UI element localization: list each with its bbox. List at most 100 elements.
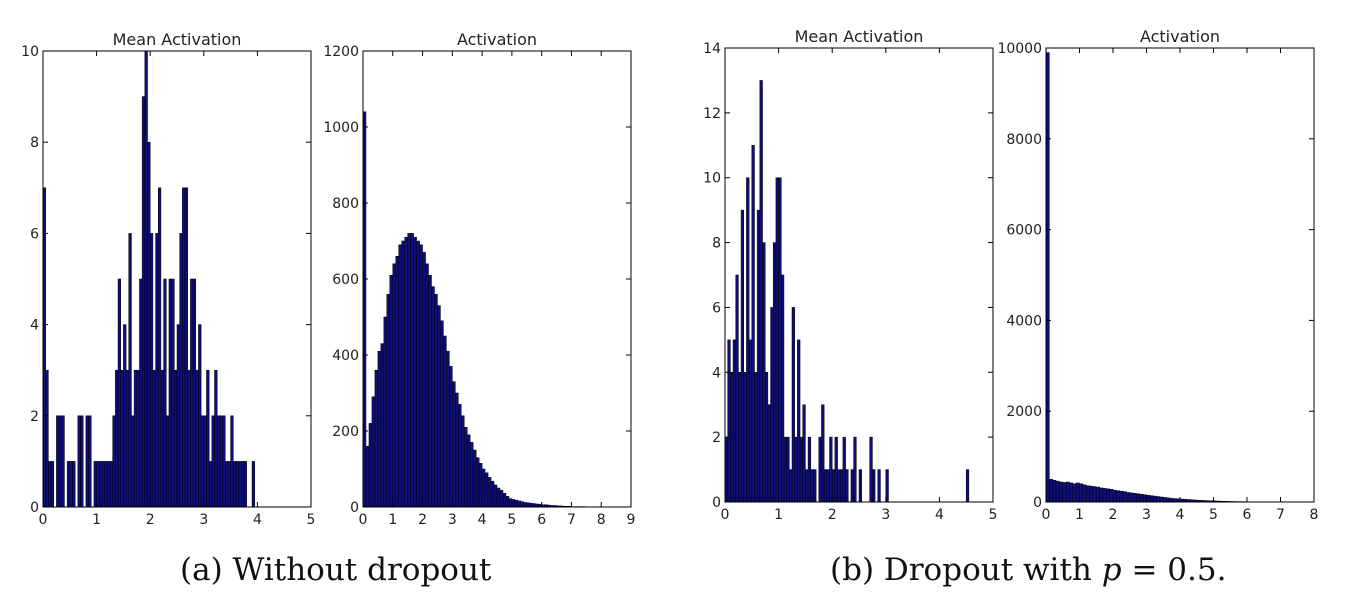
bar [99,461,103,508]
bar [238,461,242,508]
bar [1102,488,1107,503]
bar [842,436,846,503]
bar [751,145,755,503]
bar [233,461,237,508]
bar [115,369,119,508]
bar [837,469,841,503]
bar [120,369,124,508]
bar [520,501,525,508]
bar [187,369,191,508]
x-tick-label: 6 [537,512,546,528]
bar [797,339,801,503]
bar [802,404,806,503]
y-tick-label: 2000 [1006,404,1042,420]
bar [377,350,382,508]
bar [136,369,140,508]
bar [1055,480,1060,503]
bar [141,96,146,508]
bar [1065,481,1070,503]
bar [85,415,89,508]
y-tick-label: 4 [712,365,721,381]
bar [452,381,456,508]
bar [222,415,226,508]
chart-title: Mean Activation [113,30,242,49]
bar [179,233,183,508]
bar [139,278,143,508]
x-tick-label: 6 [1243,507,1252,523]
bar [224,461,229,508]
bar [443,335,447,508]
bar [821,404,825,503]
bar [182,187,186,508]
bar [1142,494,1147,503]
bar [748,339,753,503]
bar [440,320,444,508]
x-tick-label: 1 [388,512,397,528]
x-tick-label: 4 [935,507,944,523]
bar [481,468,486,508]
bar [389,274,394,508]
bar [241,461,245,508]
bar [850,469,854,503]
bar [123,324,127,508]
bar [730,372,734,503]
y-tick-label: 1200 [323,44,359,60]
bar [1146,494,1151,503]
x-tick-label: 2 [1109,507,1118,523]
bar [463,426,468,508]
x-tick-label: 9 [627,512,636,528]
bar [1169,498,1174,503]
y-tick-label: 2 [712,430,721,446]
bar [1109,489,1114,503]
x-tick-label: 8 [597,512,606,528]
x-tick-label: 7 [1276,507,1285,523]
x-tick-label: 4 [478,512,487,528]
bar [368,423,373,508]
bar [198,324,202,508]
bar [1132,493,1137,503]
bar [176,324,180,508]
bar [155,233,159,508]
axes-frame [42,50,312,508]
bar [845,469,849,503]
bar [1152,495,1157,503]
bar [810,469,814,503]
bar [786,436,790,503]
bar [877,469,881,503]
x-tick-label: 0 [39,512,48,528]
panel-a-activation: 0 1 2 3 4 5 6 7 8 9 0 200 400 600 800 1000 1200 Activatio… [323,30,635,528]
y-tick-label: 4 [30,318,39,334]
bar [69,461,73,508]
bar [490,480,495,508]
x-tick-label: 3 [881,507,890,523]
bar [484,472,489,508]
bar [56,415,60,508]
bar [829,436,833,503]
bar [192,278,197,508]
y-tick-label: 0 [30,500,39,516]
bar [383,316,388,508]
axes-frame [724,47,994,503]
bar [743,372,747,503]
bar [1079,483,1084,503]
bars [1045,52,1285,503]
bar [398,244,402,508]
bar [746,177,750,503]
bar [493,484,498,508]
bar [428,274,432,508]
bars [42,50,255,508]
y-tick-label: 2 [30,409,39,425]
bar [365,445,370,508]
bar [235,461,239,508]
bar [72,461,76,508]
bar [529,502,533,508]
bar [727,339,731,503]
bar [1045,52,1050,503]
x-tick-label: 8 [1310,507,1319,523]
x-tick-label: 5 [1209,507,1218,523]
bar [96,461,100,508]
bar [425,263,429,508]
bar [227,461,231,508]
bar [1049,479,1053,503]
bar [1075,482,1080,503]
